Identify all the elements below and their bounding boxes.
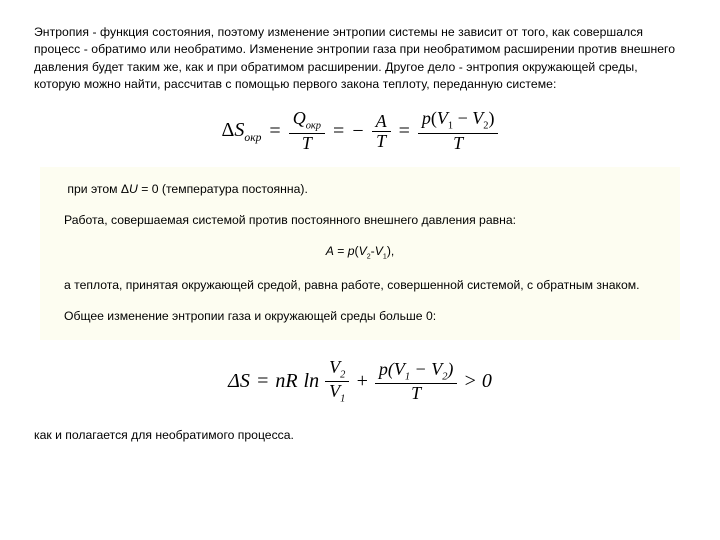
eq2-V1: V: [394, 359, 405, 379]
eq2-frac2: p(V1 − V2) T: [375, 360, 458, 403]
equation-2-block: ΔS = nR ln V2 V1 + p(V1 − V2) T > 0: [34, 358, 686, 406]
final-line: как и полагается для необратимого процес…: [34, 428, 686, 442]
nf-eq: =: [334, 244, 348, 258]
eq1-A: A: [372, 112, 391, 132]
note-l1-U: U: [129, 182, 138, 196]
eq2-plus: +: [355, 370, 369, 393]
eq1-frac2: A T: [372, 112, 391, 151]
note-line-1: при этом ΔU = 0 (температура постоянна).: [64, 181, 656, 198]
eq2-frac1: V2 V1: [325, 358, 349, 406]
eq2-minus: −: [410, 359, 431, 379]
eq2-f1d-s: 1: [340, 394, 345, 405]
nf-V2: V: [359, 244, 367, 258]
note-l1-rest: = 0 (температура постоянна).: [138, 182, 308, 196]
eq2-T: T: [407, 384, 425, 403]
equation-1: ΔSокр = Qокр T = − A T = p(V1 − V2) T: [222, 109, 499, 152]
note-line-4: Общее изменение энтропии газа и окружающ…: [64, 308, 656, 325]
nf-p: p: [348, 244, 355, 258]
eq1-p: p: [422, 108, 431, 128]
eq1-V2: V: [472, 108, 483, 128]
note-l1-prefix: при этом Δ: [67, 182, 129, 196]
eq1-frac3: p(V1 − V2) T: [418, 109, 499, 152]
note-line-3: а теплота, принятая окружающей средой, р…: [64, 277, 656, 294]
eq1-delta: Δ: [222, 119, 235, 141]
eq1-minus: −: [453, 108, 472, 128]
eq2-f1n-s: 2: [340, 369, 345, 380]
eq1-T1: T: [298, 134, 316, 153]
eq1-T2: T: [372, 132, 390, 151]
eq1-sub-okr: окр: [244, 131, 261, 144]
eq1-S: S: [234, 119, 244, 141]
eq1-frac1: Qокр T: [289, 109, 325, 152]
eq2-p: p: [379, 359, 388, 379]
eq1-T3: T: [449, 134, 467, 153]
eq2-V2: V: [431, 359, 442, 379]
nf-V1: V: [375, 244, 383, 258]
note-formula: A = p(V2-V1),: [64, 243, 656, 262]
eq2-f1n-V: V: [329, 357, 340, 377]
note-box: при этом ΔU = 0 (температура постоянна).…: [40, 167, 680, 340]
eq2-nR: nR: [275, 370, 297, 393]
nf-close: ),: [387, 244, 394, 258]
equation-1-block: ΔSокр = Qокр T = − A T = p(V1 − V2) T: [34, 109, 686, 152]
eq1-close: ): [488, 108, 494, 128]
eq1-Q-sub: окр: [306, 121, 321, 132]
eq1-Q: Q: [293, 108, 306, 128]
eq2-gt: > 0: [463, 370, 492, 393]
note-line-2: Работа, совершаемая системой против пост…: [64, 212, 656, 229]
nf-A: A: [326, 244, 334, 258]
intro-paragraph: Энтропия - функция состояния, поэтому из…: [34, 24, 686, 93]
eq2-ln: ln: [304, 370, 320, 393]
eq2-eq: =: [256, 370, 270, 393]
eq1-V1: V: [437, 108, 448, 128]
eq2-close: ): [447, 359, 453, 379]
eq2-f1d-V: V: [329, 381, 340, 401]
equation-2: ΔS = nR ln V2 V1 + p(V1 − V2) T > 0: [228, 358, 492, 406]
